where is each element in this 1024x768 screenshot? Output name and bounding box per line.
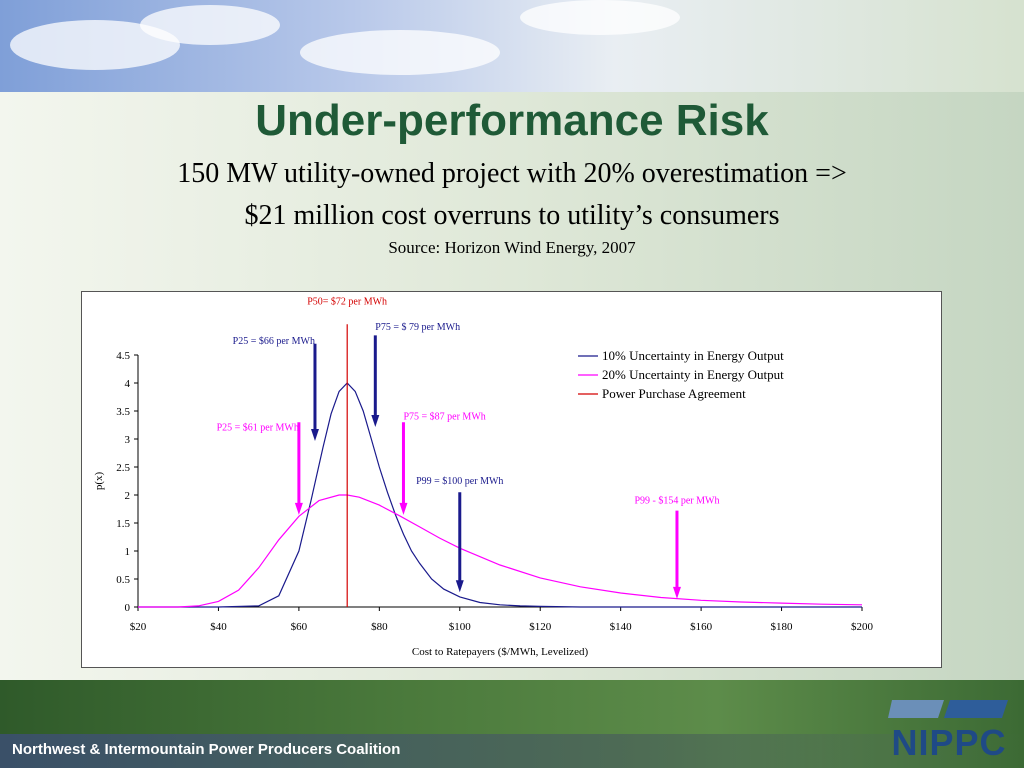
annotation-label: P75 = $ 79 per MWh — [375, 322, 460, 333]
y-tick-label: 2.5 — [116, 462, 130, 474]
x-tick-label: $100 — [449, 621, 472, 633]
slide-subtitle-line1: 150 MW utility-owned project with 20% ov… — [0, 158, 1024, 190]
annotation-arrow-head — [371, 415, 379, 427]
x-tick-label: $40 — [210, 621, 227, 633]
probability-chart: 0 0.5 1 1.5 2 2.5 3 3.5 4 4.5 $20 $40 $60 $80 $100 $120… — [82, 292, 941, 667]
x-axis-label: Cost to Ratepayers ($/MWh, Levelized) — [412, 646, 589, 658]
x-tick-label: $140 — [610, 621, 633, 633]
annotation-arrow-head — [673, 587, 681, 599]
y-tick-label: 1 — [125, 546, 131, 558]
annotation-arrow-head — [311, 429, 319, 441]
legend-label: 10% Uncertainty in Energy Output — [602, 348, 784, 363]
sky-banner — [0, 0, 1024, 92]
cloud-decoration — [300, 30, 500, 75]
logo-text: NIPPC — [884, 722, 1014, 764]
annotation-arrow-head — [295, 503, 303, 515]
y-tick-label: 3 — [125, 434, 131, 446]
x-tick-label: $80 — [371, 621, 388, 633]
x-tick-label: $160 — [690, 621, 713, 633]
legend-label: 20% Uncertainty in Energy Output — [602, 367, 784, 382]
annotation-arrow-head — [456, 580, 464, 592]
footer-org-name: Northwest & Intermountain Power Producer… — [12, 741, 400, 758]
x-tick-label: $60 — [291, 621, 308, 633]
x-tick-label: $20 — [130, 621, 147, 633]
cloud-decoration — [140, 5, 280, 45]
y-tick-label: 3.5 — [116, 406, 130, 418]
annotation-label: P25 = $61 per MWh — [217, 423, 299, 434]
series-line-1 — [138, 495, 862, 607]
x-tick-label: $120 — [529, 621, 552, 633]
x-tick-label: $180 — [771, 621, 794, 633]
cloud-decoration — [520, 0, 680, 35]
slide-subtitle-line2: $21 million cost overruns to utility’s c… — [0, 200, 1024, 232]
slide-source: Source: Horizon Wind Energy, 2007 — [0, 238, 1024, 258]
y-tick-label: 4.5 — [116, 350, 130, 362]
y-tick-label: 1.5 — [116, 518, 130, 530]
annotation-label: P75 = $87 per MWh — [403, 411, 485, 422]
y-tick-label: 0.5 — [116, 574, 130, 586]
legend-label: Power Purchase Agreement — [602, 386, 746, 401]
y-tick-label: 2 — [125, 490, 131, 502]
slide-title: Under-performance Risk — [0, 96, 1024, 146]
annotation-arrow-head — [399, 503, 407, 515]
x-tick-label: $200 — [851, 621, 874, 633]
annotation-label: P99 = $100 per MWh — [416, 476, 503, 487]
y-tick-label: 0 — [125, 602, 131, 614]
annotation-label: P25 = $66 per MWh — [233, 336, 315, 347]
annotation-label: P50= $72 per MWh — [307, 297, 387, 308]
y-tick-label: 4 — [125, 378, 131, 390]
series-line-0 — [138, 383, 862, 607]
y-axis-label: p(x) — [93, 472, 105, 491]
chart-panel: 0 0.5 1 1.5 2 2.5 3 3.5 4 4.5 $20 $40 $60 $80 $100 $120… — [81, 291, 942, 668]
annotation-label: P99 - $154 per MWh — [634, 495, 719, 506]
